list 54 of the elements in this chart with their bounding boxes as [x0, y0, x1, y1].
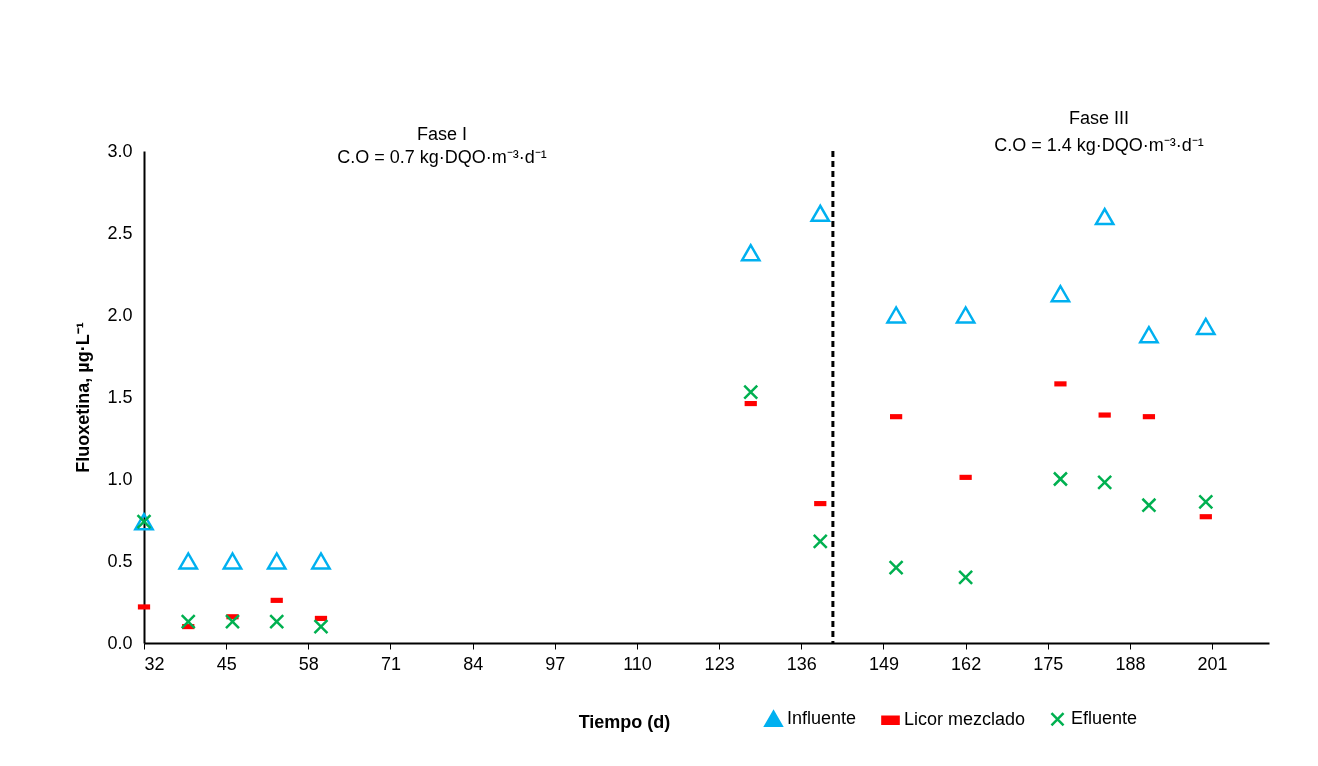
x-tick-label: 97	[545, 653, 566, 674]
point	[180, 613, 196, 630]
y-tick-label: 2.0	[107, 304, 133, 325]
point	[743, 384, 759, 400]
y-tick-label: 1.5	[107, 386, 133, 407]
annotation: C.O = 0.7 kg·DQO·m⁻³·d⁻¹	[337, 147, 547, 167]
x-tick-label: 188	[1115, 653, 1146, 674]
y-tick-label: 0.0	[107, 632, 133, 653]
point	[812, 533, 829, 550]
y-tick-label: 1.0	[107, 468, 133, 489]
point	[224, 613, 241, 630]
x-tick-label: 58	[298, 653, 319, 674]
x-tick-label: 162	[951, 653, 982, 674]
x-tick-label: 45	[216, 653, 237, 674]
x-tick-label: 71	[380, 653, 401, 674]
point	[178, 552, 199, 570]
point	[1052, 471, 1069, 487]
point	[266, 552, 287, 570]
legend-label: Efluente	[1071, 708, 1138, 729]
x-tick-label: 110	[623, 653, 652, 674]
point	[313, 618, 329, 635]
x-tick-label: 175	[1033, 653, 1064, 674]
x-tick-label: 84	[463, 653, 484, 674]
point	[886, 306, 907, 324]
x-tick-label: 32	[144, 653, 165, 674]
y-axis-title: Fluoxetina, µg·L⁻¹	[73, 322, 94, 473]
x-axis-title: Tiempo (d)	[578, 711, 671, 732]
y-tick-label: 0.5	[107, 550, 133, 571]
x-tick-label: 123	[704, 653, 735, 674]
annotation: C.O = 1.4 kg·DQO·m⁻³·d⁻¹	[994, 135, 1204, 155]
legend-label: Influente	[787, 707, 857, 728]
y-tick-label: 2.5	[107, 222, 133, 243]
x-tick-label: 149	[868, 653, 899, 674]
point	[957, 569, 974, 586]
point	[1094, 207, 1115, 226]
point	[955, 306, 976, 324]
text: Fase I	[416, 124, 468, 144]
point	[740, 243, 761, 262]
y-tick-label: 3.0	[107, 140, 133, 161]
point	[1139, 325, 1159, 344]
point	[1198, 494, 1214, 510]
point	[1096, 474, 1113, 491]
point	[888, 559, 904, 576]
point	[1195, 317, 1216, 336]
point	[1141, 497, 1157, 513]
x-tick-label: 201	[1197, 653, 1228, 674]
point	[311, 552, 331, 570]
text: Fase III	[1068, 108, 1130, 128]
point	[222, 552, 243, 570]
x-tick-label: 136	[786, 653, 817, 674]
point	[268, 613, 285, 630]
legend-label: Licor mezclado	[904, 709, 1026, 730]
point	[810, 204, 831, 223]
point	[1050, 284, 1071, 303]
